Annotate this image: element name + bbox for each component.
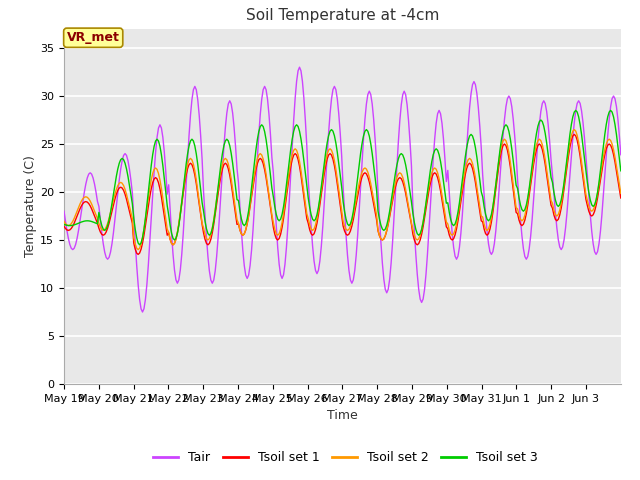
Tsoil set 3 [136, 242, 143, 248]
Line: Tsoil set 1: Tsoil set 1 [64, 134, 621, 254]
Tsoil set 2 [458, 184, 466, 190]
Tair [296, 64, 303, 70]
Tsoil set 3 [616, 156, 623, 161]
Tsoil set 3 [97, 217, 104, 223]
X-axis label: Time: Time [327, 409, 358, 422]
Tair [349, 277, 357, 283]
Tsoil set 2 [616, 181, 623, 187]
Tsoil set 2 [60, 218, 68, 224]
Tsoil set 2 [97, 224, 104, 230]
Tsoil set 2 [617, 190, 625, 196]
Tsoil set 1 [458, 189, 466, 194]
Tsoil set 1 [79, 201, 87, 206]
Tair [97, 217, 104, 223]
Tsoil set 3 [541, 131, 549, 136]
Title: Soil Temperature at -4cm: Soil Temperature at -4cm [246, 9, 439, 24]
Tair [617, 152, 625, 157]
Line: Tsoil set 3: Tsoil set 3 [64, 110, 621, 245]
Line: Tair: Tair [64, 67, 621, 312]
Tsoil set 2 [348, 218, 356, 224]
Tsoil set 1 [616, 186, 623, 192]
Legend: Tair, Tsoil set 1, Tsoil set 2, Tsoil set 3: Tair, Tsoil set 1, Tsoil set 2, Tsoil se… [148, 446, 543, 469]
Line: Tsoil set 2: Tsoil set 2 [64, 130, 621, 250]
Tsoil set 1 [541, 161, 549, 167]
Tsoil set 3 [458, 177, 466, 183]
Text: VR_met: VR_met [67, 31, 120, 44]
Tsoil set 2 [541, 156, 549, 162]
Tsoil set 1 [570, 132, 578, 137]
Tsoil set 3 [617, 168, 625, 174]
Tsoil set 2 [134, 247, 142, 252]
Tsoil set 3 [79, 218, 87, 224]
Tsoil set 1 [60, 223, 68, 229]
Tsoil set 3 [348, 216, 356, 222]
Tsoil set 3 [60, 222, 68, 228]
Y-axis label: Temperature (C): Temperature (C) [24, 156, 37, 257]
Tair [60, 208, 68, 214]
Tair [139, 309, 147, 315]
Tair [543, 108, 550, 114]
Tsoil set 3 [572, 108, 580, 113]
Tair [616, 132, 623, 138]
Tsoil set 2 [79, 196, 87, 202]
Tsoil set 1 [97, 229, 104, 235]
Tsoil set 1 [348, 223, 356, 229]
Tsoil set 2 [570, 127, 578, 132]
Tair [79, 198, 87, 204]
Tsoil set 1 [617, 195, 625, 201]
Tsoil set 1 [134, 252, 142, 257]
Tair [460, 191, 468, 196]
